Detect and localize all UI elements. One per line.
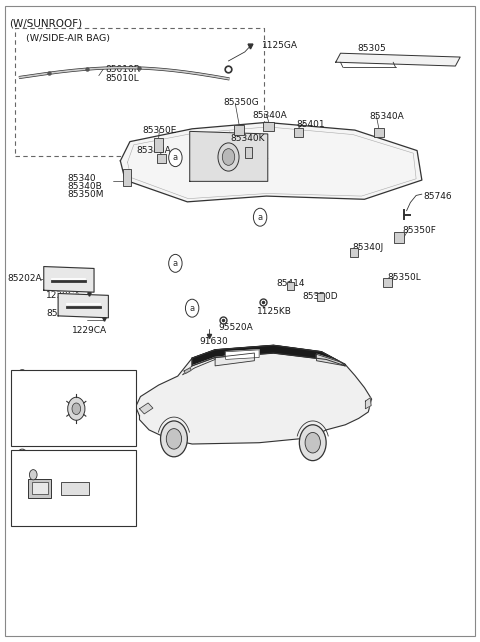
Bar: [123, 169, 132, 186]
Text: (W/SUNROOF): (W/SUNROOF): [9, 19, 83, 29]
Bar: [294, 128, 303, 137]
Bar: [154, 138, 163, 152]
Polygon shape: [58, 293, 108, 318]
Polygon shape: [184, 368, 191, 374]
Polygon shape: [226, 350, 259, 360]
Circle shape: [16, 370, 28, 385]
Text: 85340A: 85340A: [137, 146, 171, 155]
Text: a: a: [190, 304, 195, 313]
Bar: [61, 482, 89, 494]
Polygon shape: [365, 398, 371, 409]
Circle shape: [185, 299, 199, 317]
Polygon shape: [192, 345, 345, 366]
Text: 1125GA: 1125GA: [262, 41, 298, 50]
Text: 85340J: 85340J: [352, 243, 384, 252]
Text: 85340B: 85340B: [68, 182, 102, 191]
Bar: [32, 482, 48, 494]
Circle shape: [218, 143, 239, 171]
Circle shape: [305, 433, 321, 453]
Circle shape: [16, 449, 28, 465]
Text: 85201A: 85201A: [46, 309, 81, 318]
Text: 85350L: 85350L: [387, 273, 421, 282]
Text: 85010L: 85010L: [105, 74, 139, 83]
Text: 85235: 85235: [60, 401, 89, 410]
Polygon shape: [317, 354, 345, 366]
Text: (W/SIDE-AIR BAG): (W/SIDE-AIR BAG): [25, 34, 109, 43]
Circle shape: [160, 421, 187, 457]
Circle shape: [253, 208, 267, 226]
Text: a: a: [173, 153, 178, 162]
Polygon shape: [190, 132, 268, 181]
Circle shape: [72, 403, 81, 415]
Text: 1125KB: 1125KB: [257, 307, 292, 316]
Bar: [383, 278, 392, 287]
Polygon shape: [215, 353, 254, 366]
Bar: [234, 125, 244, 135]
Bar: [11, 370, 136, 446]
Bar: [264, 122, 274, 131]
Bar: [11, 451, 136, 526]
Text: 91630: 91630: [200, 337, 228, 346]
Text: 92890A: 92890A: [96, 489, 130, 498]
Text: 1229CA: 1229CA: [46, 291, 81, 300]
Circle shape: [29, 469, 37, 480]
Polygon shape: [336, 53, 460, 66]
Polygon shape: [136, 345, 372, 444]
Text: 85340: 85340: [68, 173, 96, 183]
Text: 95520A: 95520A: [218, 323, 253, 332]
Text: 85350M: 85350M: [68, 190, 104, 199]
Bar: [245, 147, 252, 159]
Text: 85340A: 85340A: [369, 112, 404, 121]
Text: 85305: 85305: [357, 44, 386, 53]
Text: 85350E: 85350E: [142, 126, 176, 135]
Text: 85202A: 85202A: [7, 273, 42, 282]
Bar: [373, 128, 384, 137]
Polygon shape: [44, 266, 94, 292]
Bar: [15, 28, 264, 156]
Circle shape: [168, 254, 182, 272]
Bar: [28, 478, 51, 498]
Bar: [288, 282, 294, 290]
Text: a: a: [258, 213, 263, 221]
Circle shape: [300, 425, 326, 461]
Circle shape: [222, 149, 235, 166]
Polygon shape: [120, 123, 422, 202]
Bar: [394, 232, 404, 243]
Text: 85401: 85401: [297, 120, 325, 129]
Text: 85340A: 85340A: [252, 111, 287, 120]
Text: 18645B: 18645B: [53, 485, 88, 494]
Circle shape: [166, 429, 181, 449]
Text: 1229CA: 1229CA: [72, 326, 107, 335]
Bar: [349, 248, 358, 257]
Text: 1229MA: 1229MA: [44, 419, 80, 428]
Text: 85350D: 85350D: [302, 292, 338, 301]
Text: 85414: 85414: [277, 279, 305, 288]
Text: 85010R: 85010R: [105, 65, 140, 74]
Circle shape: [68, 397, 85, 421]
Polygon shape: [182, 358, 215, 375]
Text: a: a: [173, 259, 178, 268]
Polygon shape: [140, 403, 153, 414]
Text: a: a: [20, 373, 25, 382]
Text: b: b: [20, 453, 25, 462]
Bar: [317, 293, 324, 300]
Circle shape: [168, 149, 182, 167]
Text: 85340K: 85340K: [230, 134, 265, 143]
Text: 85746: 85746: [424, 191, 453, 200]
Bar: [157, 155, 166, 164]
Text: 85350F: 85350F: [403, 226, 437, 235]
Text: 85350G: 85350G: [223, 98, 259, 107]
